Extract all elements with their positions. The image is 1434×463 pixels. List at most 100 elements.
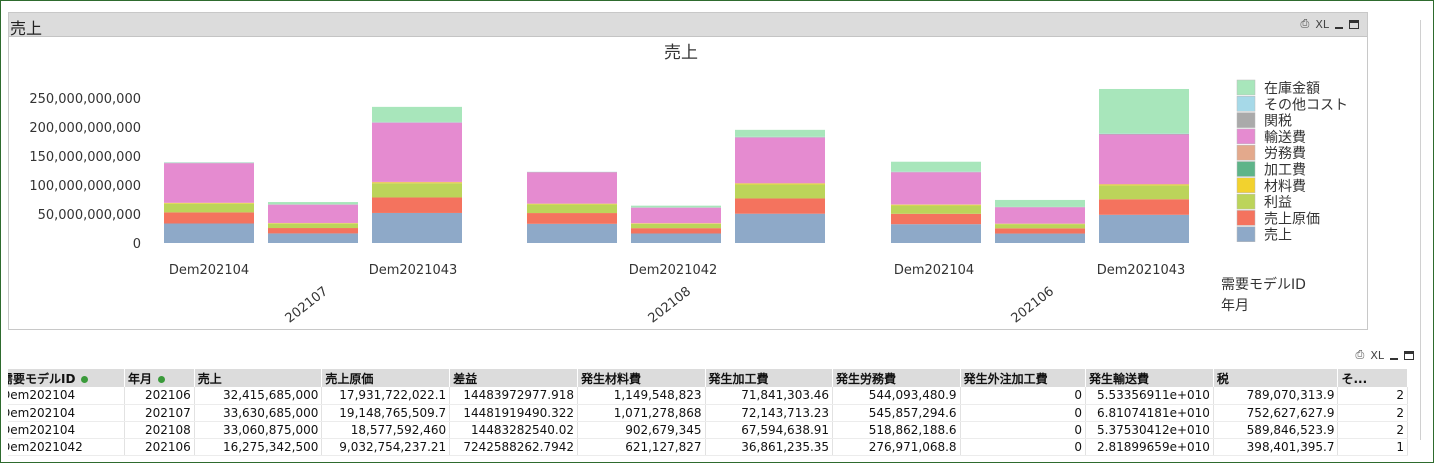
table-panel: ⎙ XL 需要モデルID 年月 売上 売上原価 差益 発生材料費 発生加工費 発生労務費 発生外… [8, 344, 1418, 456]
table-row[interactable]: Dem202104 202108 33,060,875,000 18,577,592,… [8, 421, 1408, 439]
table-row[interactable]: Dem202104 202106 32,415,685,000 17,931,722,… [8, 387, 1408, 405]
column-header[interactable]: 発生労務費 [832, 369, 961, 387]
bar-segment [995, 207, 1085, 224]
bar-segment [1099, 214, 1189, 243]
table-cell: 14481919490.322 [449, 404, 579, 422]
chart-caption-title: 売上 [10, 19, 43, 38]
legend-label: 在庫金額 [1264, 80, 1320, 97]
legend-swatch [1236, 210, 1256, 226]
table-cell: 19,148,765,509.7 [321, 404, 451, 422]
column-header[interactable]: 差益 [449, 369, 579, 387]
data-table: 需要モデルID 年月 売上 売上原価 差益 発生材料費 発生加工費 発生労務費 発生外注加工費発… [8, 369, 1408, 456]
minimize-icon[interactable] [1335, 20, 1343, 29]
bar-segment [735, 137, 825, 184]
table-cell: 5.37530412e+010 [1085, 421, 1214, 439]
table-cell: 71,841,303.46 [705, 387, 834, 405]
table-cell: 14483282540.02 [449, 421, 579, 439]
legend-label: その他コスト [1264, 97, 1348, 113]
legend-swatch [1236, 193, 1256, 210]
table-row[interactable]: Dem202104 202107 33,630,685,000 19,148,765,… [8, 404, 1408, 422]
table-cell: 1 [1337, 438, 1408, 456]
filter-icon[interactable] [158, 375, 166, 383]
bar-segment [1099, 133, 1189, 135]
table-body: Dem202104 202106 32,415,685,000 17,931,722,… [8, 387, 1408, 456]
bar-segment [891, 213, 981, 225]
print-icon[interactable]: ⎙ [1300, 17, 1310, 30]
x-tick-label: Dem2021043 [1097, 263, 1186, 278]
column-header[interactable]: 発生加工費 [705, 369, 834, 387]
bar-chart: 売上 250,000,000,000 200,000,000,000 150,000,… [29, 43, 1348, 326]
legend-label: 加工費 [1264, 163, 1306, 179]
dimension-label: 需要モデルID [1221, 276, 1306, 293]
maximize-icon[interactable] [1349, 19, 1359, 29]
bar-segment [164, 203, 254, 213]
column-header[interactable]: 年月 [124, 369, 195, 387]
table-cell: 544,093,480.9 [832, 387, 961, 405]
column-header[interactable]: 税 [1213, 369, 1339, 387]
bar-segment [891, 204, 981, 206]
minimize-icon[interactable] [1390, 351, 1398, 360]
bar-segment [268, 233, 358, 243]
table-cell: 518,862,188.6 [832, 421, 961, 439]
dimension-label: 年月 [1221, 298, 1249, 314]
table-cell: 202107 [124, 404, 195, 422]
bar-segment [735, 184, 825, 199]
bar-segment [164, 203, 254, 204]
legend-swatch [1236, 144, 1256, 161]
bar-segment [735, 129, 825, 137]
chart-caption-bar[interactable]: 売上 ⎙ XL [9, 13, 1367, 38]
table-row[interactable]: Dem2021042 202106 16,275,342,500 9,032,754,… [8, 438, 1408, 456]
y-tick-label: 200,000,000,000 [29, 121, 141, 136]
xl-export-icon[interactable]: XL [1315, 17, 1329, 31]
table-cell: 621,127,827 [577, 438, 706, 456]
table-cell: 33,060,875,000 [194, 421, 323, 439]
legend-label: 輸送費 [1264, 130, 1306, 146]
table-cell: Dem202104 [8, 404, 126, 422]
bar-segment [527, 213, 617, 224]
legend-label: 労務費 [1264, 146, 1306, 162]
bar-segment [1099, 88, 1189, 134]
column-header[interactable]: 売上原価 [321, 369, 451, 387]
bar-segment [372, 183, 462, 198]
table-cell: 6.81074181e+010 [1085, 404, 1214, 422]
filter-icon[interactable] [81, 375, 89, 383]
x-tick-label: Dem202104 [169, 263, 249, 278]
table-cell: 14483972977.918 [449, 387, 579, 405]
maximize-icon[interactable] [1404, 350, 1414, 360]
table-cell: 902,679,345 [577, 421, 706, 439]
table-cell: 16,275,342,500 [194, 438, 323, 456]
table-cell: 9,032,754,237.21 [321, 438, 451, 456]
legend-label: 材料費 [1264, 179, 1306, 195]
bar-segment [995, 228, 1085, 234]
bar-segment [372, 182, 462, 184]
y-tick-label: 50,000,000,000 [38, 208, 141, 223]
xl-export-icon[interactable]: XL [1370, 348, 1384, 362]
bar-segment [268, 202, 358, 205]
table-cell: 1,071,278,868 [577, 404, 706, 422]
table-cell: 202108 [124, 421, 195, 439]
column-header[interactable]: そ... [1337, 369, 1408, 387]
print-icon[interactable]: ⎙ [1355, 348, 1365, 361]
column-header[interactable]: 発生輸送費 [1085, 369, 1214, 387]
bar-segment [527, 223, 617, 243]
table-cell: 18,577,592,460 [321, 421, 451, 439]
bar-segment [995, 233, 1085, 243]
legend-label: 売上原価 [1264, 211, 1320, 227]
bar-segment [891, 172, 981, 205]
column-header[interactable]: 発生材料費 [577, 369, 706, 387]
bar-segment [1099, 185, 1189, 200]
bar-segment [631, 205, 721, 208]
column-header[interactable]: 需要モデルID [8, 369, 126, 387]
column-header[interactable]: 発生外注加工費 [960, 369, 1087, 387]
table-cell: 398,401,395.7 [1213, 438, 1339, 456]
bar-segment [164, 163, 254, 203]
x-tick-label: Dem2021043 [369, 263, 458, 278]
column-header[interactable]: 売上 [194, 369, 323, 387]
bar-segment [891, 224, 981, 243]
table-cell: 32,415,685,000 [194, 387, 323, 405]
legend-swatch [1236, 177, 1256, 194]
bar-segment [527, 203, 617, 205]
group-label: 202106 [1009, 284, 1057, 326]
bar-segment [268, 204, 358, 223]
chart-panel: 売上 ⎙ XL 売上 250,000,000,000 200,000,000,000… [8, 12, 1368, 330]
